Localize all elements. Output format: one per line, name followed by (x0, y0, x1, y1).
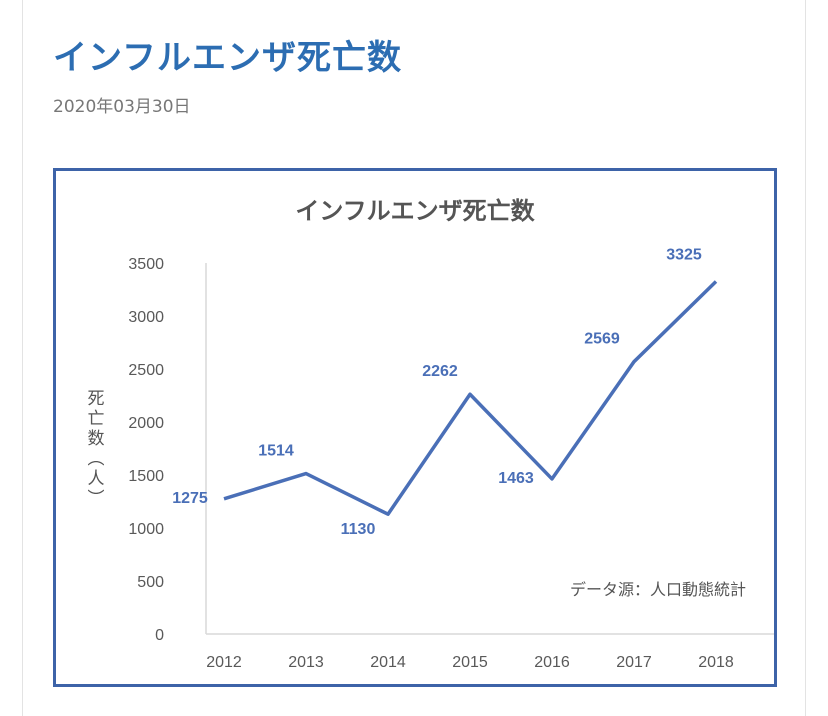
post-date: 2020年03月30日 (53, 97, 191, 117)
y-tick-label: 1500 (128, 468, 164, 485)
data-label: 1130 (341, 521, 376, 538)
x-tick-label: 2017 (616, 654, 652, 671)
x-tick-label: 2015 (452, 654, 488, 671)
data-label: 1514 (258, 443, 294, 460)
y-tick-label: 500 (137, 574, 164, 591)
y-tick-label: 2500 (128, 362, 164, 379)
y-tick-label: 3000 (128, 309, 164, 326)
x-axis-ticks: 2012 2013 2014 2015 2016 2017 2018 (206, 654, 734, 671)
data-label: 3325 (666, 247, 702, 264)
x-tick-label: 2014 (370, 654, 406, 671)
series-line (223, 280, 718, 516)
post-title[interactable]: インフルエンザ死亡数 (53, 38, 402, 78)
line-chart: インフルエンザ死亡数 死亡数（人） 0 500 1000 1500 2000 2500 30… (85, 197, 776, 671)
y-axis-label: 死亡数（人） (85, 389, 105, 509)
data-label: 2262 (422, 363, 458, 380)
source-annotation: データ源：人口動態統計 (570, 580, 746, 599)
chart-title: インフルエンザ死亡数 (295, 197, 535, 225)
series-death-count (223, 280, 718, 516)
data-label: 2569 (584, 331, 620, 348)
chart-figure: インフルエンザ死亡数 死亡数（人） 0 500 1000 1500 2000 2500 30… (53, 168, 777, 687)
y-tick-label: 3500 (128, 256, 164, 273)
data-labels: 1275 1514 1130 2262 1463 2569 3325 (172, 247, 702, 539)
article-card: インフルエンザ死亡数 2020年03月30日 インフルエンザ死亡数 死亡数（人）… (22, 0, 806, 716)
y-axis-label-text: 死亡数（人） (85, 389, 105, 509)
x-tick-label: 2012 (206, 654, 242, 671)
x-tick-label: 2018 (698, 654, 734, 671)
y-tick-label: 2000 (128, 415, 164, 432)
data-label: 1463 (498, 470, 534, 487)
x-tick-label: 2016 (534, 654, 570, 671)
y-tick-label: 1000 (128, 521, 164, 538)
x-tick-label: 2013 (288, 654, 324, 671)
y-axis-ticks: 0 500 1000 1500 2000 2500 3000 3500 (128, 256, 164, 644)
y-tick-label: 0 (155, 627, 164, 644)
data-label: 1275 (172, 490, 208, 507)
